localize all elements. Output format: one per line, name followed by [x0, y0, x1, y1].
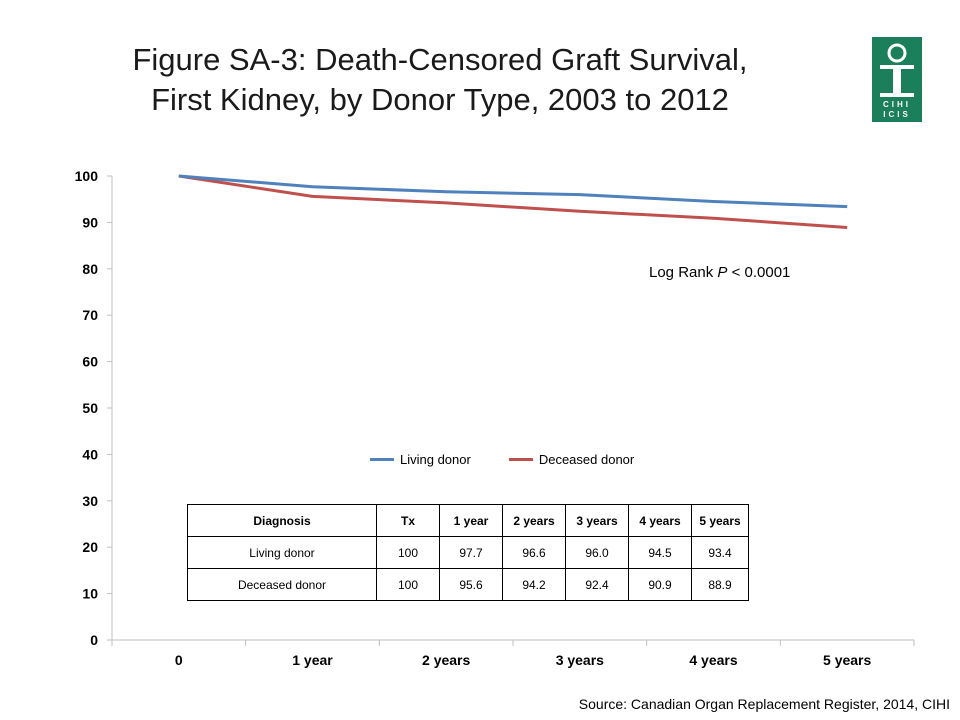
source-note: Source: Canadian Organ Replacement Regis… — [578, 696, 950, 712]
table-cell: Living donor — [187, 536, 377, 569]
title-line-1: Figure SA-3: Death-Censored Graft Surviv… — [132, 42, 748, 77]
y-tick-label: 40 — [82, 446, 98, 462]
table-cell: 90.9 — [628, 568, 692, 601]
legend-label-deceased: Deceased donor — [538, 452, 635, 467]
y-tick-label: 30 — [82, 493, 98, 509]
log-rank-annotation: Log Rank P < 0.0001 — [649, 264, 790, 281]
chart-title: Figure SA-3: Death-Censored Graft Surviv… — [60, 40, 820, 120]
logo-text-top: CIHI — [883, 100, 911, 109]
x-tick-label: 4 years — [689, 652, 737, 668]
y-tick-label: 60 — [82, 354, 98, 370]
cihi-logo: CIHI ICIS — [872, 37, 922, 122]
logo-text-bottom: ICIS — [883, 110, 911, 119]
table-header: 5 years — [691, 504, 749, 537]
chart-series — [178, 174, 848, 229]
x-tick-label: 1 year — [292, 652, 333, 668]
table-header: 1 year — [439, 504, 503, 537]
y-tick-label: 10 — [82, 586, 98, 602]
legend-swatch-deceased — [508, 458, 533, 461]
table-cell: 94.5 — [628, 536, 692, 569]
table-cell: 96.0 — [565, 536, 629, 569]
survival-table: Diagnosis Tx 1 year 2 years 3 years 4 ye… — [187, 504, 749, 601]
table-cell: 92.4 — [565, 568, 629, 601]
x-tick-label: 5 years — [823, 652, 871, 668]
y-tick-label: 90 — [82, 214, 98, 230]
table-row: Living donor 100 97.7 96.6 96.0 94.5 93.… — [187, 536, 749, 569]
series-line-deceased-donor — [178, 174, 848, 229]
table-header: Tx — [376, 504, 440, 537]
legend-item-living: Living donor — [370, 452, 471, 467]
y-tick-label: 20 — [82, 539, 98, 555]
y-tick-label: 80 — [82, 261, 98, 277]
x-tick-label: 3 years — [556, 652, 604, 668]
y-tick-label: 50 — [82, 400, 98, 416]
table-cell: 100 — [376, 568, 440, 601]
annotation-suffix: < 0.0001 — [727, 264, 791, 281]
annotation-p: P — [717, 264, 728, 281]
legend-item-deceased: Deceased donor — [508, 452, 635, 467]
y-tick-label: 0 — [90, 632, 98, 648]
annotation-prefix: Log Rank — [649, 264, 718, 281]
table-cell: 94.2 — [502, 568, 566, 601]
table-cell: Deceased donor — [187, 568, 377, 601]
table-header: 2 years — [502, 504, 566, 537]
table-cell: 100 — [376, 536, 440, 569]
table-header: 4 years — [628, 504, 692, 537]
table-header: Diagnosis — [187, 504, 377, 537]
series-line-living-donor — [178, 174, 848, 209]
table-header-row: Diagnosis Tx 1 year 2 years 3 years 4 ye… — [187, 504, 749, 537]
x-tick-label: 2 years — [422, 652, 470, 668]
title-line-2: First Kidney, by Donor Type, 2003 to 201… — [151, 82, 729, 117]
table-cell: 97.7 — [439, 536, 503, 569]
table-cell: 95.6 — [439, 568, 503, 601]
table-cell: 93.4 — [691, 536, 749, 569]
y-tick-label: 70 — [82, 307, 98, 323]
x-tick-label: 0 — [175, 652, 183, 668]
table-cell: 96.6 — [502, 536, 566, 569]
table-cell: 88.9 — [691, 568, 749, 601]
table-row: Deceased donor 100 95.6 94.2 92.4 90.9 8… — [187, 568, 749, 601]
chart-legend: Living donor Deceased donor — [370, 452, 672, 467]
legend-swatch-living — [370, 458, 394, 461]
legend-label-living: Living donor — [400, 452, 471, 467]
y-tick-label: 100 — [75, 168, 99, 184]
table-header: 3 years — [565, 504, 629, 537]
